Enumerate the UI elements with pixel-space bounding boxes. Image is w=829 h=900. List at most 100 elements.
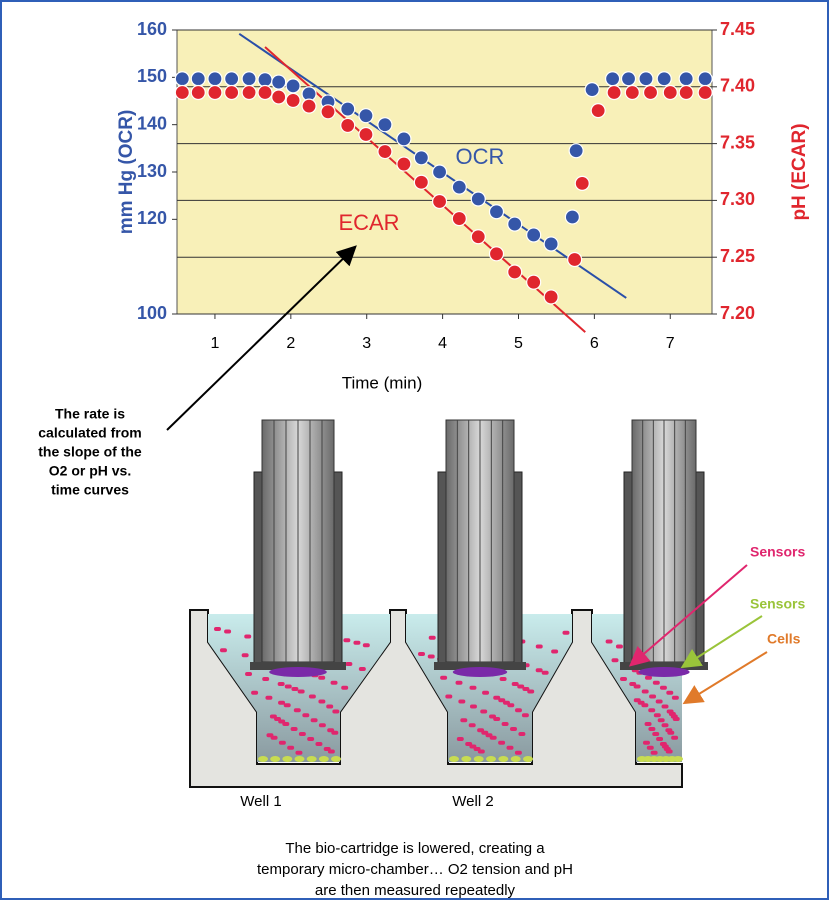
point xyxy=(320,104,336,120)
particle xyxy=(310,718,318,723)
particle xyxy=(477,749,485,754)
particle xyxy=(668,712,676,716)
note: calculated from xyxy=(38,425,141,441)
particle xyxy=(499,677,507,681)
arrow xyxy=(682,651,768,705)
sensor xyxy=(452,667,508,677)
point xyxy=(678,71,694,87)
point xyxy=(642,84,659,101)
particle xyxy=(224,629,232,634)
y2-tick-label: 7.45 xyxy=(720,19,755,39)
particle xyxy=(277,682,285,686)
particle xyxy=(521,713,529,718)
particle xyxy=(641,689,649,694)
cell xyxy=(270,756,281,762)
point xyxy=(271,74,287,90)
particle xyxy=(481,730,489,735)
particle xyxy=(298,732,306,736)
y-axis-label: mm Hg (OCR) xyxy=(116,110,137,235)
y-tick-label: 100 xyxy=(137,303,167,323)
note: The rate is xyxy=(55,406,125,422)
sensor xyxy=(269,667,327,677)
cell xyxy=(498,756,509,762)
particle xyxy=(535,644,543,649)
point xyxy=(590,103,606,119)
particle xyxy=(541,670,549,675)
particle xyxy=(506,745,514,750)
particle xyxy=(656,737,664,741)
particle xyxy=(244,634,252,639)
particle xyxy=(648,727,656,731)
caption: temporary micro-chamber… O2 tension and … xyxy=(257,861,573,878)
particle xyxy=(469,744,477,749)
y2-tick-label: 7.20 xyxy=(720,303,755,323)
particle xyxy=(659,685,667,690)
particle xyxy=(282,722,290,726)
cell xyxy=(449,756,459,762)
point xyxy=(413,150,429,166)
particle xyxy=(284,684,292,689)
point xyxy=(174,84,190,101)
cell xyxy=(306,756,317,762)
particle xyxy=(469,685,477,690)
particle xyxy=(522,687,530,691)
particle xyxy=(468,723,476,728)
particle xyxy=(241,653,249,658)
particle xyxy=(308,694,316,699)
particle xyxy=(295,750,303,755)
particle xyxy=(445,694,453,699)
particle xyxy=(440,675,448,680)
cell xyxy=(282,756,293,762)
point xyxy=(207,84,223,101)
point xyxy=(697,84,713,101)
particle xyxy=(672,717,680,721)
particle xyxy=(641,703,649,708)
series-label: ECAR xyxy=(338,210,399,235)
point xyxy=(377,143,393,160)
point xyxy=(207,71,223,87)
particle xyxy=(661,704,669,709)
particle xyxy=(315,742,323,746)
point xyxy=(488,204,505,220)
note: O2 or pH vs. xyxy=(49,463,131,479)
particle xyxy=(458,699,466,704)
x-tick-label: 3 xyxy=(362,335,371,352)
particle xyxy=(482,690,490,695)
point xyxy=(604,71,621,87)
tip xyxy=(250,662,346,670)
y2-tick-label: 7.40 xyxy=(720,76,755,96)
sensor xyxy=(638,667,690,677)
cell xyxy=(486,756,496,762)
point xyxy=(257,84,273,101)
y-tick-label: 140 xyxy=(137,113,167,133)
particle xyxy=(657,718,665,723)
particle xyxy=(671,695,679,700)
particle xyxy=(251,690,259,695)
particle xyxy=(653,713,661,718)
particle xyxy=(652,680,660,685)
point xyxy=(413,174,429,190)
point xyxy=(678,84,694,101)
particle xyxy=(290,727,298,731)
point xyxy=(285,78,301,94)
y2-tick-label: 7.30 xyxy=(720,189,755,209)
point xyxy=(174,71,190,87)
particle xyxy=(611,658,619,663)
y2-axis-label: pH (ECAR) xyxy=(789,123,810,220)
particle xyxy=(330,680,338,685)
particle xyxy=(655,699,663,704)
particle xyxy=(297,689,305,694)
particle xyxy=(341,685,349,690)
particle xyxy=(480,709,488,714)
particle xyxy=(353,640,361,645)
arrow xyxy=(166,245,357,431)
particle xyxy=(605,639,613,644)
cell xyxy=(318,756,329,762)
particle xyxy=(427,654,435,659)
point xyxy=(526,274,542,290)
x-tick-label: 4 xyxy=(438,335,447,352)
point xyxy=(190,71,206,87)
cell xyxy=(523,756,533,762)
point xyxy=(543,289,559,305)
